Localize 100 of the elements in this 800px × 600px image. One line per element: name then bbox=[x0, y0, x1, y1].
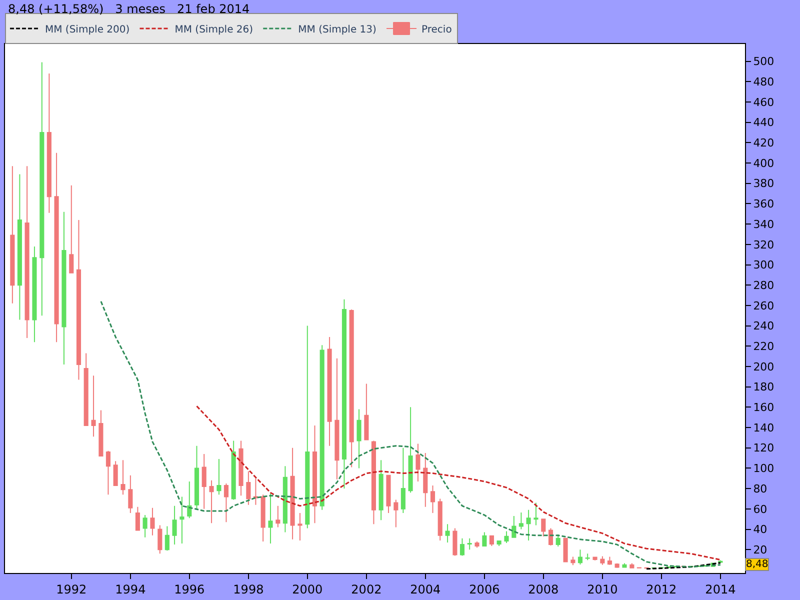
y-tick-label: 180 bbox=[753, 380, 774, 394]
candlestick bbox=[614, 562, 620, 568]
candlestick bbox=[607, 556, 612, 566]
y-tick-label: 320 bbox=[753, 238, 774, 252]
x-tick-label: 1996 bbox=[174, 582, 205, 596]
candlestick bbox=[142, 514, 148, 538]
candlestick bbox=[526, 509, 531, 541]
y-tick-label: 140 bbox=[753, 421, 774, 434]
candlestick bbox=[276, 505, 280, 528]
x-tick-label: 1998 bbox=[233, 582, 264, 596]
y-tick-label: 160 bbox=[753, 401, 774, 414]
x-tick-label: 2002 bbox=[351, 582, 382, 596]
candlestick bbox=[180, 496, 184, 544]
candlestick bbox=[135, 506, 140, 531]
line-series bbox=[100, 300, 722, 568]
candlestick bbox=[334, 358, 340, 480]
candlestick bbox=[438, 498, 442, 541]
candlestick bbox=[496, 540, 502, 547]
candlestick bbox=[585, 553, 590, 561]
y-tick-label: 340 bbox=[753, 218, 774, 231]
y-tick-label: 420 bbox=[753, 136, 774, 150]
y-tick-label: 80 bbox=[753, 482, 768, 496]
candlestick bbox=[187, 480, 192, 519]
candlestick bbox=[46, 73, 52, 214]
y-tick-label: 500 bbox=[753, 55, 774, 68]
candlestick bbox=[541, 518, 546, 537]
candlestick bbox=[342, 298, 347, 490]
candlestick bbox=[32, 246, 37, 343]
candlestick bbox=[238, 440, 244, 496]
x-tick-label: 1992 bbox=[56, 582, 87, 596]
y-tick-label: 460 bbox=[753, 96, 774, 109]
candlestick bbox=[504, 530, 509, 544]
candlestick bbox=[408, 406, 413, 494]
x-tick-label: 2010 bbox=[587, 582, 618, 596]
candlestick bbox=[423, 452, 428, 508]
y-tick-label: 480 bbox=[753, 75, 774, 88]
candlestick bbox=[10, 166, 15, 304]
candlestick bbox=[460, 538, 465, 556]
candlestick bbox=[563, 538, 568, 562]
candlestick bbox=[400, 447, 406, 514]
x-tick-label: 1994 bbox=[115, 582, 146, 596]
candlestick bbox=[40, 62, 44, 316]
candlestick bbox=[592, 556, 598, 561]
candlestick bbox=[24, 166, 30, 338]
candlestick bbox=[91, 375, 96, 438]
candlestick bbox=[570, 556, 576, 566]
legend-label: MM (Simple 26) bbox=[174, 24, 254, 36]
candlestick bbox=[489, 535, 494, 547]
candlestick bbox=[84, 352, 88, 426]
candlestick bbox=[320, 344, 324, 510]
y-tick-label: 40 bbox=[753, 523, 768, 536]
candlestick bbox=[630, 562, 634, 569]
candlestick bbox=[268, 493, 273, 544]
candlestick bbox=[430, 485, 436, 514]
y-tick-label: 60 bbox=[753, 502, 768, 516]
y-tick-label: 20 bbox=[753, 543, 768, 556]
legend-label: Precio bbox=[422, 24, 452, 36]
candlestick bbox=[371, 440, 376, 525]
y-tick-label: 220 bbox=[753, 340, 774, 353]
candlestick bbox=[150, 507, 155, 536]
candlestick bbox=[246, 470, 251, 506]
candlestick bbox=[172, 505, 177, 546]
candlestick bbox=[622, 562, 627, 568]
candlestick bbox=[452, 528, 458, 556]
candlestick bbox=[54, 152, 59, 343]
candlestick bbox=[194, 445, 200, 510]
candlestick bbox=[474, 540, 480, 548]
y-tick-label: 380 bbox=[753, 177, 774, 190]
candlestick bbox=[164, 526, 170, 552]
candlestick bbox=[17, 174, 22, 320]
candlestick bbox=[534, 502, 538, 526]
candlestick bbox=[62, 211, 66, 365]
y-tick-label: 240 bbox=[753, 320, 774, 333]
y-tick-label: 300 bbox=[753, 258, 774, 272]
candlestick bbox=[290, 447, 295, 540]
line-series bbox=[196, 405, 722, 561]
candlestick bbox=[349, 309, 354, 468]
candlestick bbox=[113, 460, 118, 486]
candlestick bbox=[445, 524, 450, 543]
x-tick-label: 2000 bbox=[292, 582, 323, 596]
candlestick bbox=[158, 524, 162, 554]
candlestick bbox=[120, 460, 126, 496]
x-tick-label: 2014 bbox=[705, 582, 736, 596]
y-tick-label: 100 bbox=[753, 462, 774, 476]
candlestick bbox=[394, 499, 398, 528]
candlestick bbox=[128, 474, 133, 514]
y-tick-label: 280 bbox=[753, 278, 774, 292]
x-tick-label: 2012 bbox=[646, 582, 677, 596]
candlestick bbox=[231, 440, 236, 500]
x-tick-label: 2004 bbox=[410, 582, 441, 596]
legend-label: MM (Simple 200) bbox=[45, 24, 130, 36]
candlestick bbox=[556, 534, 560, 548]
candlestick bbox=[416, 443, 420, 482]
candlestick bbox=[578, 549, 583, 566]
candlestick bbox=[202, 453, 206, 510]
candlestick bbox=[378, 460, 384, 521]
candlestick bbox=[482, 532, 487, 547]
candlestick bbox=[512, 516, 516, 538]
text: 8,48 bbox=[746, 559, 768, 570]
y-tick-label: 260 bbox=[753, 299, 774, 312]
